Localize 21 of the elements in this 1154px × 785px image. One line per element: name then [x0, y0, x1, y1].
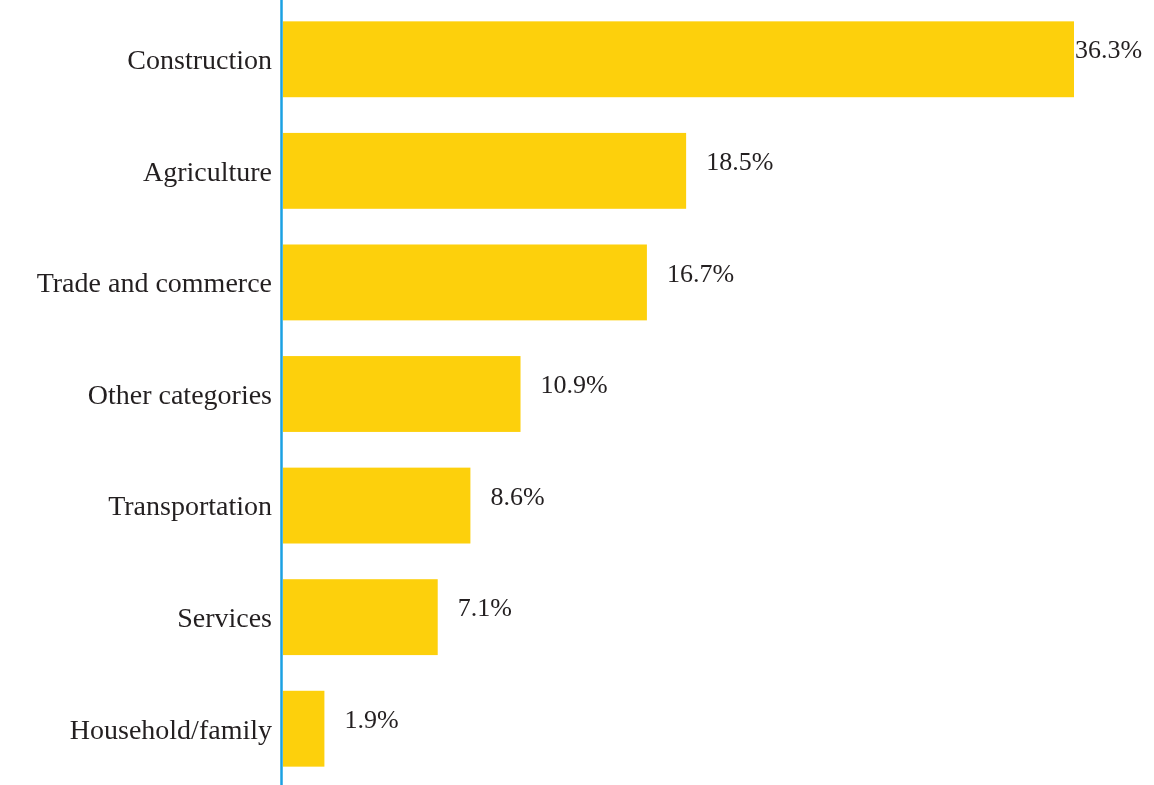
- bar: [283, 244, 647, 321]
- bar: [283, 690, 325, 767]
- bar: [283, 467, 471, 544]
- data-label: 10.9%: [540, 370, 608, 400]
- bar: [283, 21, 1074, 98]
- bar: [283, 579, 438, 656]
- data-label: 1.9%: [344, 704, 399, 734]
- data-label: 16.7%: [666, 258, 735, 288]
- y-tick-label: Trade and commerce: [36, 267, 272, 299]
- data-label: 36.3%: [1075, 35, 1143, 65]
- y-tick-label: Construction: [127, 44, 272, 76]
- bar: [283, 356, 521, 432]
- y-tick-label: Household/family: [69, 713, 272, 745]
- y-tick-label: Services: [177, 601, 272, 633]
- bar: [283, 132, 687, 209]
- y-tick-label: Agriculture: [142, 155, 272, 187]
- y-tick-label: Other categories: [87, 378, 272, 410]
- data-label: 18.5%: [706, 146, 774, 176]
- y-tick-label: Transportation: [108, 490, 272, 522]
- data-label: 8.6%: [490, 481, 545, 511]
- data-label: 7.1%: [457, 593, 512, 623]
